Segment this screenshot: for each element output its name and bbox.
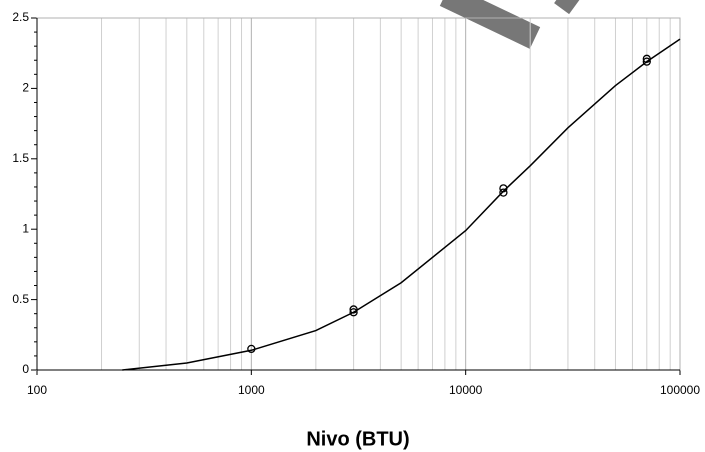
- data-point: [642, 57, 651, 66]
- data-point: [349, 308, 358, 317]
- x-tick-label: 10000: [449, 383, 483, 397]
- y-tick-label: 0.5: [12, 292, 29, 306]
- y-tick-label: 1.5: [12, 151, 29, 165]
- overlay-band: [554, 0, 580, 15]
- x-tick-label: 1000: [238, 383, 265, 397]
- x-tick-label: 100: [27, 383, 47, 397]
- y-tick-label: 1: [22, 221, 29, 235]
- plot-frame: [36, 17, 681, 371]
- y-tick-label: 2: [22, 81, 29, 95]
- fit-curve: [122, 38, 681, 371]
- y-tick-label: 2.5: [12, 10, 29, 24]
- data-point: [499, 188, 508, 197]
- x-axis-label: Nivo (BTU): [306, 428, 409, 450]
- overlay-band: [439, 0, 541, 49]
- x-tick-label: 100000: [660, 383, 700, 397]
- y-tick-label: 0: [22, 362, 29, 376]
